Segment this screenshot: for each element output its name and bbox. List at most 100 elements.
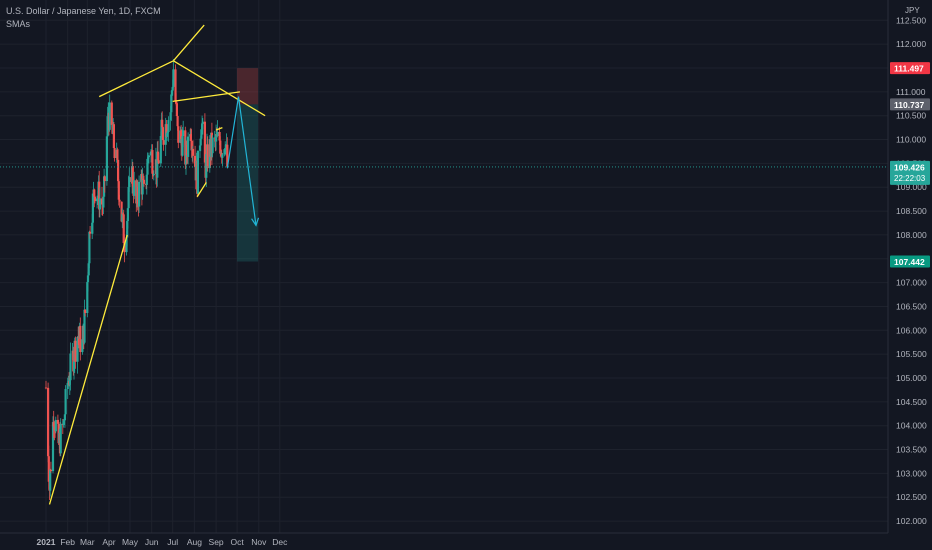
candle-body <box>79 325 82 353</box>
candle-body <box>147 157 150 159</box>
candle-body <box>218 131 221 141</box>
candle-body <box>224 148 227 150</box>
candle-body <box>156 151 160 161</box>
candle-body <box>169 112 172 120</box>
candle-body <box>117 181 120 200</box>
candle-body <box>185 145 188 156</box>
candle-body <box>215 134 218 142</box>
candle-body <box>136 186 139 204</box>
time-tick-label: Sep <box>209 537 224 547</box>
candle-body <box>187 136 190 157</box>
candle-body <box>126 221 129 238</box>
candle-body <box>145 174 148 185</box>
candle-body <box>84 309 87 314</box>
candle-body <box>211 137 214 154</box>
time-tick-label: Aug <box>187 537 202 547</box>
candle-body <box>44 387 48 389</box>
candle-body <box>103 176 106 182</box>
price-tick-label: 111.000 <box>896 87 926 97</box>
candle-body <box>181 136 184 156</box>
target-price-tag: 107.442 <box>894 257 925 267</box>
candle-body <box>131 166 134 187</box>
price-tick-label: 112.000 <box>896 39 926 49</box>
candle-body <box>69 353 72 381</box>
candle-body <box>96 195 99 199</box>
candle-body <box>72 361 76 372</box>
candle-body <box>83 309 86 343</box>
candle-body <box>76 337 79 362</box>
candle-body <box>121 213 124 222</box>
price-tick-label: 104.500 <box>896 397 927 407</box>
candle-body <box>91 193 94 223</box>
candle-body <box>56 419 59 424</box>
time-tick-label: 2021 <box>37 537 56 547</box>
price-tick-label: 102.000 <box>896 516 927 526</box>
price-tick-label: 105.000 <box>896 373 927 383</box>
candle-body <box>133 180 136 196</box>
candle-body <box>53 426 56 429</box>
candle-body <box>165 124 168 137</box>
price-tick-label: 110.500 <box>896 111 926 121</box>
candle-body <box>87 263 90 276</box>
candle-body <box>49 469 52 491</box>
candle-body <box>159 135 162 164</box>
time-tick-label: Oct <box>230 537 244 547</box>
candle-body <box>118 199 121 202</box>
candle-body <box>223 149 226 155</box>
price-tick-label: 104.000 <box>896 421 927 431</box>
candle-body <box>59 423 62 454</box>
candle-body <box>63 414 66 421</box>
candle-body <box>62 420 65 425</box>
candle-body <box>117 159 120 182</box>
candle-body <box>170 94 173 113</box>
price-tick-label: 108.000 <box>896 230 927 240</box>
target-zone <box>237 104 259 262</box>
candle-body <box>216 131 219 137</box>
candle-body <box>108 102 111 130</box>
candle-body <box>103 176 106 197</box>
candle-body <box>91 222 94 234</box>
symbol-title[interactable]: U.S. Dollar / Japanese Yen, 1D, FXCM <box>6 6 161 16</box>
indicator-label[interactable]: SMAs <box>6 19 31 29</box>
time-tick-label: Mar <box>80 537 95 547</box>
currency-label: JPY <box>905 6 920 15</box>
candle-body <box>74 340 77 362</box>
candle-body <box>113 148 116 158</box>
stop-price-tag-bg <box>890 62 930 75</box>
candle-body <box>177 126 180 143</box>
candle-body <box>121 213 125 215</box>
candle-body <box>166 133 169 137</box>
price-tick-label: 102.500 <box>896 492 927 502</box>
candle-body <box>190 140 193 151</box>
candle-body <box>86 275 90 283</box>
candle-body <box>49 469 52 472</box>
candle-body <box>175 103 178 117</box>
candle-body <box>149 151 153 156</box>
candle-body <box>171 86 174 91</box>
stop-price-tag: 111.497 <box>894 64 924 74</box>
candle-body <box>106 116 109 137</box>
candle-body <box>120 201 123 222</box>
trend-line <box>172 91 240 103</box>
candle-body <box>156 151 159 178</box>
entry-price-tag: 110.737 <box>894 100 925 110</box>
candle-body <box>189 134 192 141</box>
candle-body <box>201 124 204 130</box>
time-tick-label: Dec <box>272 537 288 547</box>
candle-body <box>194 155 197 167</box>
candle-body <box>138 181 141 207</box>
candle-body <box>86 282 89 314</box>
time-tick-label: Apr <box>102 537 115 547</box>
candle-body <box>123 242 126 253</box>
candle-body <box>198 145 202 151</box>
price-tick-label: 112.500 <box>896 15 926 25</box>
price-tick-label: 105.500 <box>896 349 927 359</box>
entry-price-tag-bg <box>890 98 930 111</box>
candle-body <box>167 119 170 133</box>
candle-body <box>175 101 178 104</box>
target-price-tag-bg <box>890 255 930 268</box>
candle-body <box>125 237 128 253</box>
candle-body <box>162 140 165 145</box>
